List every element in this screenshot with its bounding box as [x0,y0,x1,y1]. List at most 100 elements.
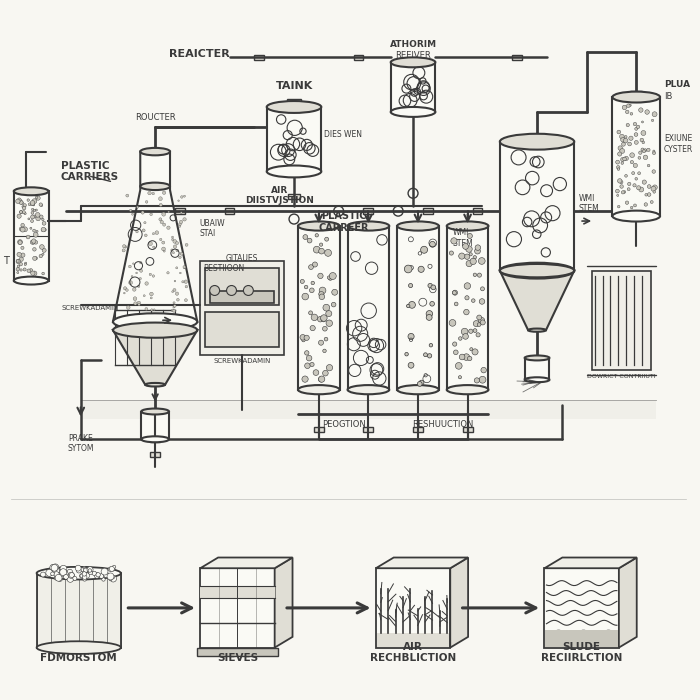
Circle shape [137,301,141,304]
Circle shape [624,139,628,143]
Circle shape [35,209,37,211]
Circle shape [472,349,478,355]
Circle shape [617,166,620,169]
Circle shape [210,286,220,295]
Ellipse shape [500,134,574,150]
Circle shape [173,309,176,312]
Circle shape [75,565,81,571]
Circle shape [148,191,151,195]
Polygon shape [447,226,489,390]
Ellipse shape [14,276,48,284]
Circle shape [42,253,44,256]
Bar [225,208,235,214]
Bar [150,437,160,442]
Text: T: T [4,256,9,266]
Bar [463,427,473,432]
Circle shape [648,185,651,188]
Circle shape [162,191,166,195]
Circle shape [110,575,116,582]
Circle shape [31,202,35,206]
Polygon shape [200,586,274,598]
Circle shape [473,273,477,276]
Circle shape [51,564,58,571]
Circle shape [176,298,179,301]
Circle shape [463,309,469,315]
Circle shape [311,281,314,285]
Circle shape [311,314,318,321]
Polygon shape [200,568,274,648]
Circle shape [122,244,126,248]
Circle shape [620,181,623,184]
Circle shape [618,146,622,150]
Text: GITAUES: GITAUES [225,253,258,262]
Circle shape [481,368,486,373]
Circle shape [624,156,629,160]
Circle shape [652,170,655,174]
Circle shape [17,272,19,274]
Circle shape [47,571,52,576]
Circle shape [137,285,140,288]
Circle shape [617,152,622,156]
Circle shape [174,304,176,307]
Circle shape [60,566,66,572]
Circle shape [150,292,153,296]
Circle shape [456,363,462,369]
Circle shape [617,130,621,134]
Bar [413,427,423,432]
Ellipse shape [500,262,574,279]
Ellipse shape [113,314,197,330]
Circle shape [329,272,336,279]
Circle shape [50,564,57,571]
Circle shape [617,168,620,170]
Circle shape [130,209,132,211]
Circle shape [145,282,148,285]
Circle shape [46,569,52,576]
Bar [288,194,300,199]
Ellipse shape [113,323,197,337]
Circle shape [643,155,648,160]
Circle shape [304,335,309,340]
Circle shape [123,292,125,294]
Circle shape [159,218,162,220]
Circle shape [623,157,626,161]
Circle shape [184,267,186,269]
Circle shape [20,227,23,231]
Circle shape [42,272,45,275]
Circle shape [636,186,641,190]
Circle shape [87,566,93,573]
Circle shape [472,259,475,262]
Circle shape [429,344,433,347]
Circle shape [647,148,650,151]
Circle shape [303,234,308,239]
Circle shape [68,572,74,578]
Circle shape [28,203,31,206]
Circle shape [473,256,477,259]
Circle shape [631,206,633,209]
Circle shape [82,572,87,576]
Circle shape [178,225,181,228]
Polygon shape [80,400,656,419]
Circle shape [22,206,24,208]
Circle shape [39,244,44,249]
Circle shape [39,215,43,218]
Circle shape [107,573,114,580]
Ellipse shape [267,101,321,113]
Circle shape [25,263,27,265]
Circle shape [622,190,624,194]
Circle shape [83,575,87,580]
Ellipse shape [348,385,389,394]
Circle shape [18,198,21,202]
Circle shape [642,180,646,184]
Polygon shape [545,630,618,647]
Ellipse shape [397,221,439,230]
Circle shape [477,323,481,326]
Circle shape [475,248,480,254]
Circle shape [642,141,645,144]
Circle shape [21,253,25,257]
Circle shape [41,204,43,206]
Circle shape [162,212,166,216]
Circle shape [408,333,414,340]
Circle shape [16,260,19,262]
Circle shape [150,213,153,216]
Bar [254,55,265,60]
